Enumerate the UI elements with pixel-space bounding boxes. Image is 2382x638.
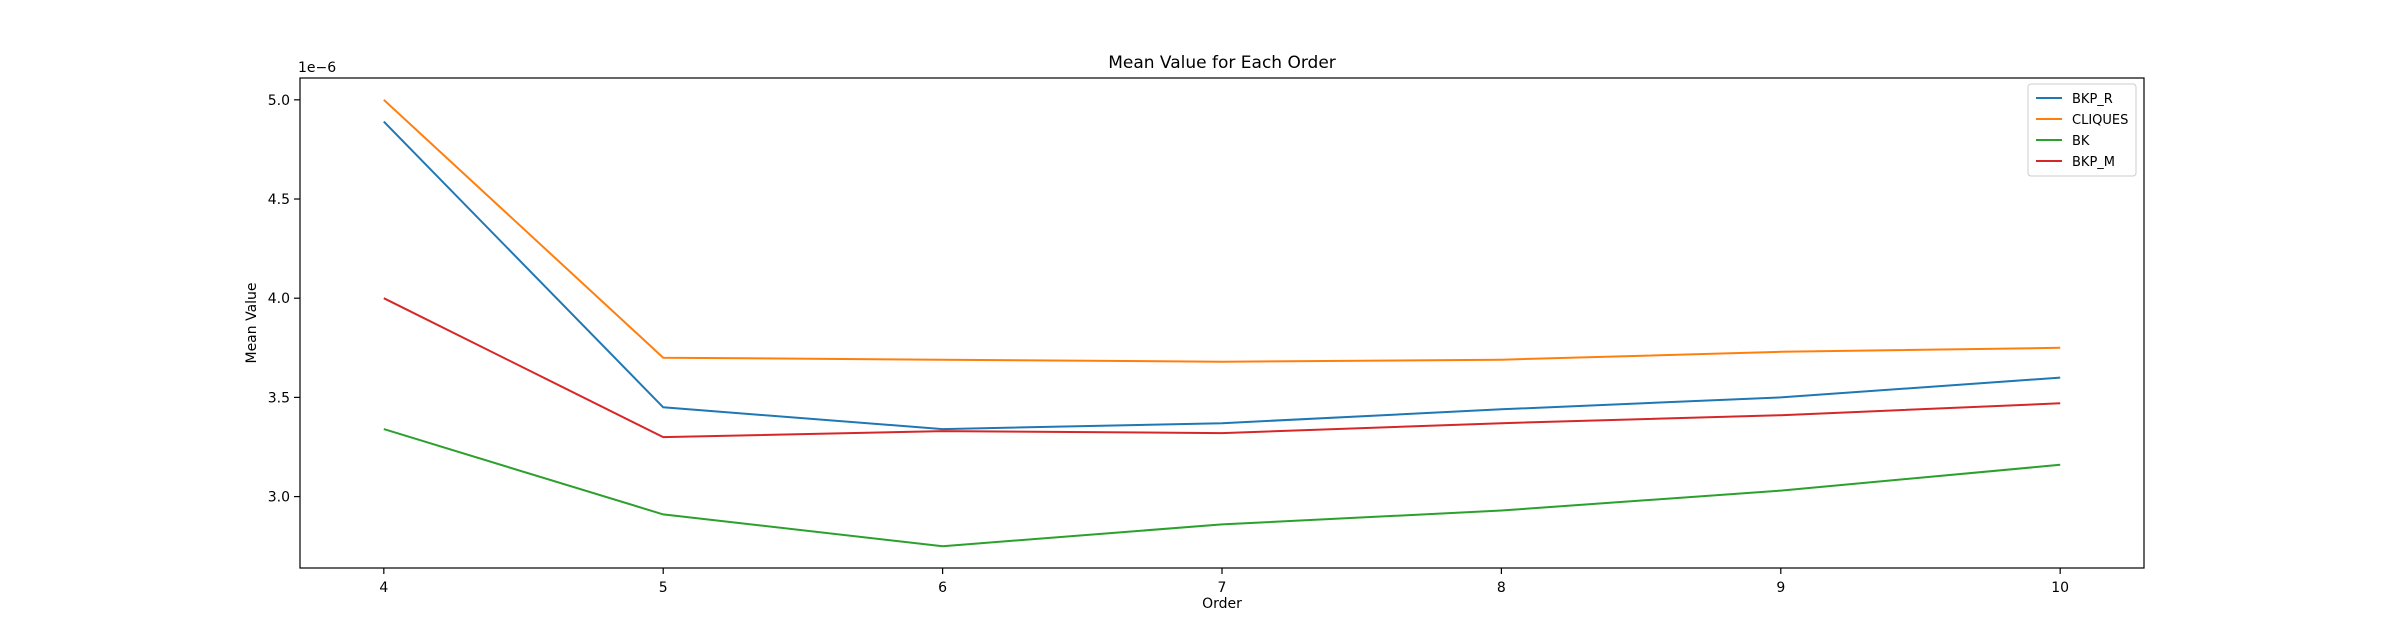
x-tick-label: 4 (379, 580, 388, 596)
series-line-bkp-r (383, 120, 2061, 431)
x-tick-label: 8 (1497, 580, 1506, 596)
series-line-bkp-m (383, 297, 2061, 439)
plot-frame (299, 77, 2145, 569)
legend: BKP_R CLIQUES BK BKP_M (2027, 83, 2137, 177)
plot-area (299, 77, 2145, 569)
chart-title: Mean Value for Each Order (1108, 53, 1336, 73)
legend-label-bk: BK (2072, 134, 2090, 149)
legend-box (2027, 83, 2137, 177)
legend-label-bkp-m: BKP_M (2072, 155, 2115, 170)
series-line-cliques (383, 99, 2061, 363)
series-line-bk (383, 428, 2061, 548)
x-axis-ticks: 4 5 6 7 8 9 10 (379, 568, 2069, 596)
y-tick-label: 4.0 (268, 291, 290, 307)
x-axis-label: Order (1202, 596, 1242, 612)
x-tick-label: 6 (938, 580, 947, 596)
y-axis-offset-text: 1e−6 (298, 60, 336, 76)
x-tick-label: 5 (659, 580, 668, 596)
y-tick-label: 3.5 (268, 390, 290, 406)
legend-label-cliques: CLIQUES (2072, 113, 2128, 128)
series-lines (383, 99, 2061, 548)
y-axis-ticks: 3.0 3.5 4.0 4.5 5.0 (268, 93, 300, 506)
x-tick-label: 10 (2051, 580, 2069, 596)
legend-label-bkp-r: BKP_R (2072, 92, 2113, 107)
x-tick-label: 9 (1776, 580, 1785, 596)
y-axis-label: Mean Value (244, 282, 260, 363)
y-tick-label: 4.5 (268, 192, 290, 208)
y-tick-label: 5.0 (268, 93, 290, 109)
y-tick-label: 3.0 (268, 490, 290, 506)
x-tick-label: 7 (1218, 580, 1227, 596)
